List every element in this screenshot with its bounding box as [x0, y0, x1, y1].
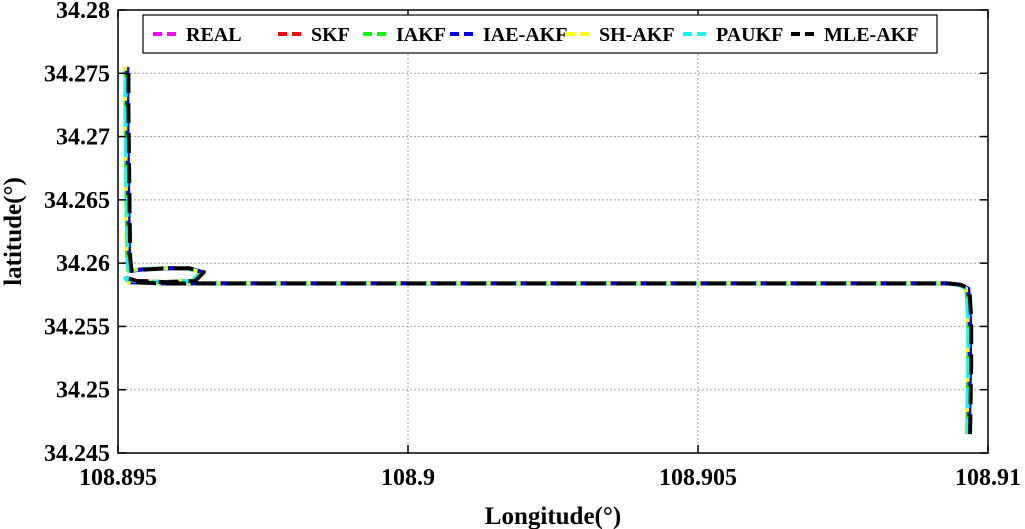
y-tick-label: 34.255	[44, 314, 110, 340]
x-tick-label: 108.895	[79, 465, 157, 491]
legend-label-sh-akf: SH-AKF	[599, 24, 675, 46]
legend-label-paukf: PAUKF	[716, 24, 783, 46]
series-line-paukf	[123, 66, 971, 435]
plot-frame	[117, 9, 989, 454]
legend-label-iae-akf: IAE-AKF	[483, 24, 567, 46]
x-tick-label: 108.9	[381, 465, 435, 491]
x-tick-label: 108.91	[955, 465, 1021, 491]
y-tick-label: 34.28	[56, 0, 110, 24]
y-tick-label: 34.245	[44, 441, 110, 467]
legend-box	[142, 14, 938, 54]
y-axis-label: latitude(°)	[0, 177, 27, 286]
y-tick-label: 34.26	[56, 251, 110, 277]
x-tick-label: 108.905	[659, 465, 737, 491]
grid	[118, 10, 988, 453]
y-tick-label: 34.27	[56, 125, 110, 151]
ticks: 108.895 108.9 108.905 108.91 34.245 34.25 34.2…	[44, 0, 1021, 491]
y-tick-label: 34.275	[44, 61, 110, 87]
series-line-mle-akf	[126, 67, 974, 435]
series-line-skf	[124, 66, 972, 435]
legend-label-real: REAL	[186, 24, 242, 46]
x-axis-label: Longitude(°)	[485, 503, 621, 529]
legend-label-mle-akf: MLE-AKF	[824, 24, 918, 46]
y-tick-label: 34.25	[56, 378, 110, 404]
series-line-iae-akf	[125, 66, 973, 435]
series-line-iakf	[123, 66, 971, 435]
legend: REAL SKF IAKF IAE-AKF SH-AKF PAUKF MLE-AKF	[142, 14, 938, 54]
series-line-real	[124, 66, 972, 435]
y-tick-label: 34.265	[44, 188, 110, 214]
legend-label-iakf: IAKF	[396, 24, 446, 46]
series-line-sh-akf	[122, 66, 970, 434]
series-layer	[122, 66, 974, 435]
legend-label-skf: SKF	[311, 24, 350, 46]
